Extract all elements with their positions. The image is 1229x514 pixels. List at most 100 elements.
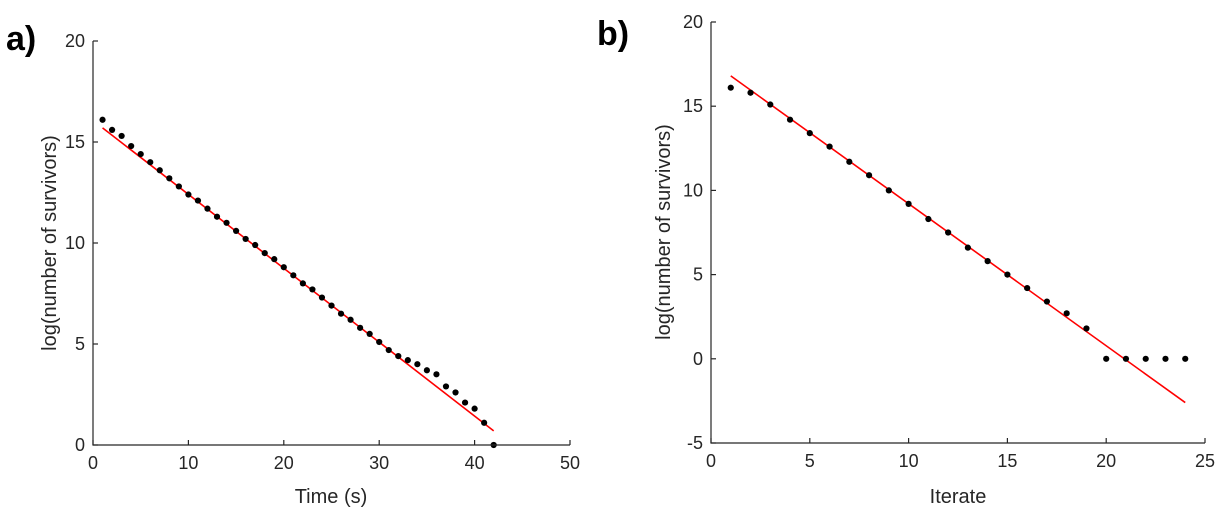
data-point-a-37 <box>442 383 450 390</box>
data-point-a-14 <box>223 219 230 226</box>
x-axis-label-b: Iterate <box>930 486 987 508</box>
data-point-a-28 <box>357 324 364 331</box>
data-point-a-18 <box>261 250 268 257</box>
data-point-b-7 <box>846 158 853 165</box>
x-tick-label-a-3: 30 <box>369 453 389 473</box>
panel-label-a: a) <box>6 20 36 58</box>
fit-line-b <box>730 75 1186 404</box>
y-tick-label-a-1: 5 <box>75 334 85 354</box>
data-point-a-20 <box>280 264 287 271</box>
y-tick-label-a-4: 20 <box>65 31 85 51</box>
y-axis-label-b: log(number of survivors) <box>653 124 675 340</box>
data-point-a-2 <box>108 126 116 133</box>
y-tick-label-b-3: 10 <box>683 180 703 200</box>
data-point-a-23 <box>309 286 316 293</box>
x-tick-label-b-3: 15 <box>997 451 1017 471</box>
axes-b <box>710 22 1205 444</box>
x-tick-label-a-5: 50 <box>560 453 580 473</box>
data-point-b-2 <box>747 89 754 96</box>
data-point-b-8 <box>865 172 873 179</box>
data-point-a-11 <box>194 197 202 204</box>
data-point-a-12 <box>204 205 211 212</box>
data-point-b-6 <box>826 143 833 150</box>
data-point-a-10 <box>185 191 192 198</box>
y-tick-label-b-5: 20 <box>683 12 703 32</box>
data-point-b-15 <box>1004 271 1011 278</box>
data-point-a-4 <box>128 142 135 150</box>
y-tick-label-a-0: 0 <box>75 435 85 455</box>
x-tick-label-b-1: 5 <box>805 451 815 471</box>
fit-line-a <box>102 127 495 432</box>
data-point-b-19 <box>1083 325 1090 332</box>
data-point-a-9 <box>175 183 182 190</box>
data-point-b-9 <box>885 187 892 194</box>
y-tick-label-a-3: 15 <box>65 132 85 152</box>
x-axis-label-a: Time (s) <box>295 486 368 508</box>
ticks-a: 0 10 20 30 40 50 0 5 10 15 20 <box>65 31 580 473</box>
data-point-a-25 <box>328 302 335 309</box>
plot-area-b <box>727 75 1189 404</box>
data-point-a-5 <box>137 151 144 158</box>
y-tick-label-a-2: 10 <box>65 233 85 253</box>
data-point-b-10 <box>905 200 912 207</box>
data-point-b-16 <box>1024 284 1031 292</box>
chart-panel-a: a) 0 10 20 30 40 50 0 5 10 15 20 Time (s) log(numb… <box>6 20 580 508</box>
data-point-a-41 <box>481 419 488 426</box>
data-point-a-7 <box>156 167 163 174</box>
data-point-a-33 <box>404 357 411 364</box>
x-tick-label-a-1: 10 <box>178 453 198 473</box>
data-point-b-21 <box>1122 355 1130 362</box>
data-point-a-21 <box>290 272 297 279</box>
data-point-b-24 <box>1182 355 1189 362</box>
data-point-a-27 <box>347 316 354 323</box>
axes-a <box>92 41 570 446</box>
x-tick-label-b-0: 0 <box>706 451 716 471</box>
data-point-a-26 <box>337 310 345 317</box>
data-point-a-24 <box>318 294 326 301</box>
data-point-a-29 <box>366 330 373 337</box>
data-point-a-16 <box>242 235 249 243</box>
data-point-b-5 <box>806 130 813 137</box>
data-point-b-23 <box>1162 355 1169 362</box>
data-point-a-39 <box>461 399 469 406</box>
data-point-a-19 <box>271 256 278 263</box>
data-point-a-30 <box>376 338 383 346</box>
data-point-b-3 <box>767 101 774 108</box>
data-point-b-14 <box>984 258 991 265</box>
data-point-a-8 <box>166 175 173 182</box>
data-point-a-32 <box>395 353 402 360</box>
data-point-a-22 <box>299 280 306 287</box>
data-point-a-3 <box>118 132 125 140</box>
data-point-b-18 <box>1063 310 1070 317</box>
y-tick-label-b-0: -5 <box>687 433 703 453</box>
data-point-a-34 <box>414 361 421 368</box>
data-point-a-15 <box>233 227 240 234</box>
data-point-b-12 <box>945 229 952 236</box>
data-point-b-20 <box>1103 355 1110 362</box>
data-point-a-35 <box>423 367 430 374</box>
x-tick-label-a-4: 40 <box>465 453 485 473</box>
data-point-a-38 <box>452 389 459 396</box>
data-point-b-13 <box>964 244 971 251</box>
data-point-b-11 <box>925 215 932 223</box>
data-point-b-22 <box>1142 355 1149 362</box>
data-point-a-40 <box>471 405 478 412</box>
x-tick-label-a-0: 0 <box>88 453 98 473</box>
data-point-b-4 <box>786 116 794 123</box>
y-tick-label-b-2: 5 <box>693 265 703 285</box>
data-point-a-1 <box>99 116 106 123</box>
x-tick-label-a-2: 20 <box>274 453 294 473</box>
y-axis-label-a: log(number of survivors) <box>39 135 61 351</box>
x-tick-label-b-4: 20 <box>1096 451 1116 471</box>
data-point-b-17 <box>1043 298 1051 305</box>
plot-area-a <box>99 116 497 449</box>
y-tick-label-b-4: 15 <box>683 96 703 116</box>
data-point-a-13 <box>213 213 221 220</box>
y-tick-label-b-1: 0 <box>693 349 703 369</box>
panel-label-b: b) <box>597 15 629 53</box>
data-point-b-1 <box>727 84 734 91</box>
x-tick-label-b-2: 10 <box>899 451 919 471</box>
